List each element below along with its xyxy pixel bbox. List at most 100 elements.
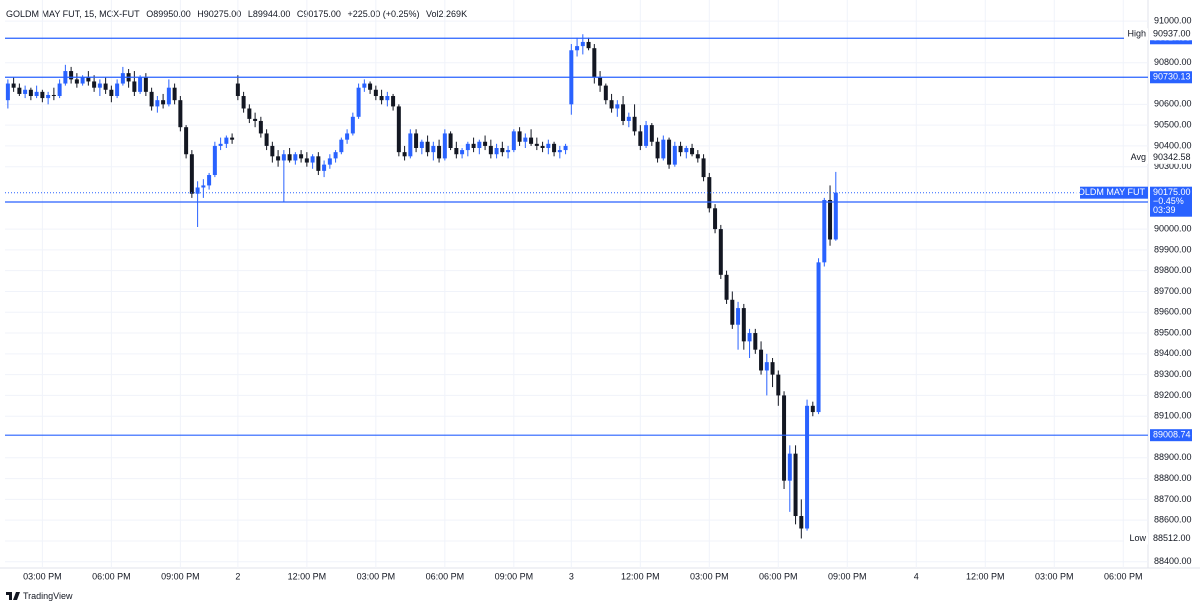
candle-body [517, 131, 522, 142]
candle-body [488, 145, 493, 155]
candle-body [816, 262, 821, 413]
candle-body [448, 133, 453, 148]
candle-body [483, 141, 488, 146]
candle-body [34, 91, 39, 97]
y-tick-label: 91000.00 [1154, 16, 1192, 26]
candle-body [155, 100, 160, 107]
marker-name: Avg [1131, 152, 1146, 162]
candle-body [632, 116, 637, 132]
candle-body [500, 147, 505, 153]
candle-body [132, 81, 137, 92]
marker-tag [1150, 28, 1192, 41]
candle-body [287, 154, 292, 161]
candle-body [333, 152, 338, 159]
candle-body [552, 143, 557, 153]
marker-name: Low [1129, 533, 1146, 543]
candle-body [644, 125, 649, 146]
candle-body [810, 405, 815, 413]
marker-value: 90937.00 [1153, 29, 1191, 39]
candle-body [649, 125, 654, 142]
candle-body [178, 100, 183, 128]
candle-body [598, 77, 603, 86]
candle-body [293, 154, 298, 161]
candle-body [40, 91, 45, 99]
x-tick-label: 06:00 PM [92, 571, 131, 581]
candle-body [218, 143, 223, 146]
footer: TradingView [6, 591, 73, 601]
candle-body [241, 96, 246, 109]
candle-body [385, 96, 390, 101]
y-tick-label: 88700.00 [1154, 494, 1192, 504]
symbol: GOLDM MAY FUT, 15, MCX-FUT [6, 9, 140, 19]
candle-body [408, 133, 413, 157]
candle-body [414, 133, 419, 148]
candle-body [28, 89, 33, 97]
candle-body [74, 79, 79, 84]
x-tick-label: 3 [569, 571, 574, 581]
candle-body [17, 87, 22, 94]
y-tick-label: 89100.00 [1154, 411, 1192, 421]
candle-body [747, 333, 752, 342]
candle-body [184, 127, 189, 155]
candle-body [276, 156, 281, 161]
candle-body [603, 85, 608, 101]
candle-body [138, 77, 143, 92]
candle-body [373, 89, 378, 97]
y-tick-label: 88600.00 [1154, 515, 1192, 525]
candle-body [684, 147, 689, 153]
candle-body [161, 100, 166, 105]
candle-body [787, 453, 792, 481]
y-tick-label: 89900.00 [1154, 244, 1192, 254]
candle-body [97, 83, 102, 88]
candle-body [529, 137, 534, 144]
candle-body [615, 104, 620, 109]
x-tick-label: 03:00 PM [1035, 571, 1074, 581]
candle-body [46, 94, 51, 99]
candle-body [51, 94, 56, 97]
candle-body [805, 405, 810, 529]
y-tick-label: 90000.00 [1154, 223, 1192, 233]
x-tick-label: 03:00 PM [690, 571, 729, 581]
marker-name-bg [1124, 532, 1148, 545]
candle-body [442, 133, 447, 159]
candle-body [172, 87, 177, 101]
candle-body [799, 516, 804, 529]
marker-tag [1150, 532, 1192, 545]
x-tick-label: 4 [914, 571, 919, 581]
volume: Vol2.269K [426, 9, 468, 19]
candle-body [690, 147, 695, 155]
candle-body [270, 145, 275, 157]
candle-body [828, 199, 833, 240]
candle-body [391, 96, 396, 107]
candle-body [299, 154, 304, 159]
candle-body [207, 175, 212, 186]
marker-value: 90342.58 [1153, 152, 1191, 162]
candle-body [730, 299, 735, 325]
y-tick-label: 88400.00 [1154, 556, 1192, 566]
candle-body [477, 141, 482, 148]
x-tick-label: 2 [235, 571, 240, 581]
candle-body [362, 83, 367, 88]
candle-body [316, 156, 321, 171]
current-tag [1150, 186, 1192, 217]
y-tick-label: 89500.00 [1154, 327, 1192, 337]
current-name-tag [1080, 186, 1148, 199]
candle-body [69, 71, 74, 80]
candle-body [368, 83, 373, 90]
x-tick-label: 06:00 PM [426, 571, 465, 581]
y-tick-label: 89800.00 [1154, 265, 1192, 275]
price-line-label: 89008.74 [1153, 430, 1191, 440]
brand: TradingView [23, 591, 73, 601]
x-tick-label: 12:00 PM [621, 571, 660, 581]
candle-body [695, 154, 700, 159]
candle-body [782, 395, 787, 481]
candle-body [379, 96, 384, 101]
candle-body [511, 131, 516, 151]
candle-body [5, 83, 10, 101]
candle-body [638, 131, 643, 146]
candle-body [609, 100, 614, 109]
marker-name-bg [1124, 28, 1148, 41]
candle-body [327, 158, 332, 165]
candle-body [80, 77, 85, 84]
